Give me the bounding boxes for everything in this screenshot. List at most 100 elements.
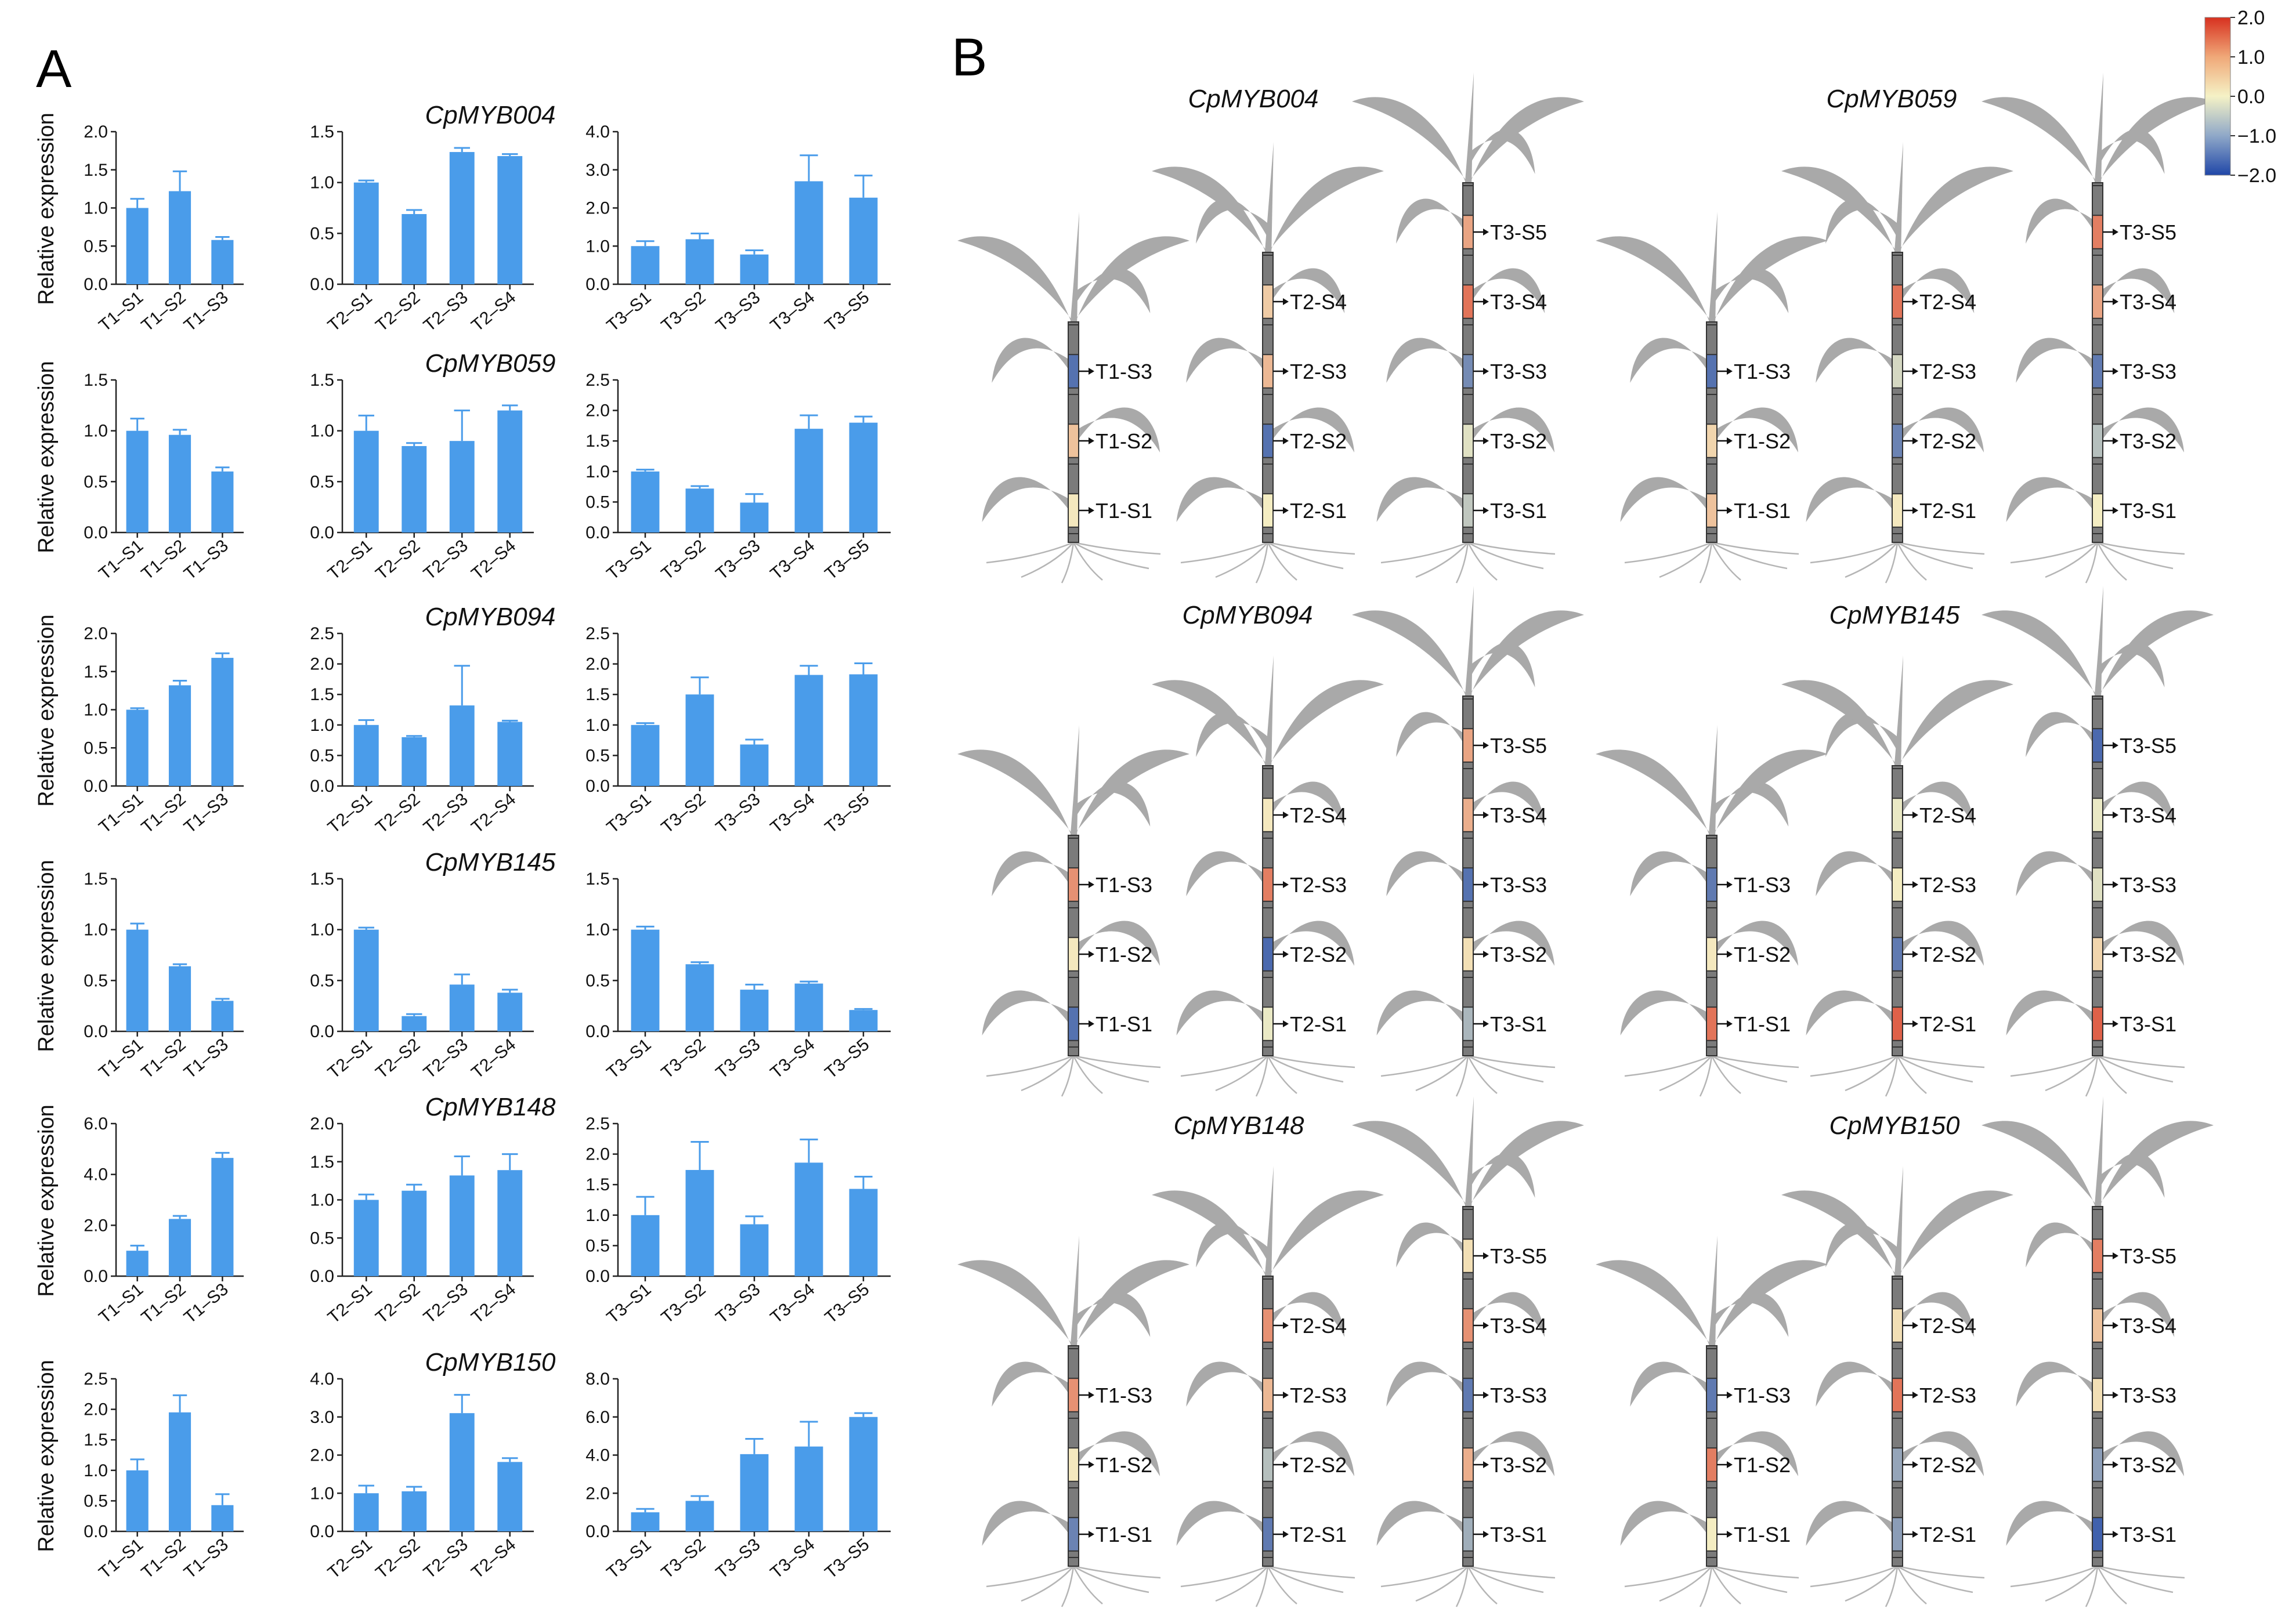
leaf: [1186, 338, 1268, 383]
y-tick-label: 0.5: [310, 971, 334, 990]
x-tick-label: T3–S3: [713, 1280, 764, 1327]
leaf: [1897, 680, 2013, 771]
plant-gene-title: CpMYB059: [1826, 85, 1957, 113]
bar: [631, 1512, 660, 1531]
root: [1215, 1055, 1268, 1092]
root: [1267, 1565, 1344, 1593]
y-tick-label: 0.0: [84, 1022, 108, 1041]
bar: [402, 737, 427, 786]
segment-t3-s5: [2092, 215, 2103, 249]
segment-t3-s2: [2092, 937, 2103, 972]
segment-t3-s4: [1462, 284, 1474, 319]
leaf: [992, 338, 1073, 383]
root: [1061, 542, 1075, 584]
arrow-head: [1283, 298, 1289, 305]
segment-t1-s2: [1068, 937, 1079, 972]
leaf: [1712, 236, 1828, 328]
x-tick-label: T1–S3: [180, 1280, 232, 1327]
segment-label: T1-S2: [1095, 1453, 1152, 1477]
y-tick-label: 0.0: [585, 1522, 610, 1541]
segment-t3-s1: [2092, 1517, 2103, 1552]
arrow-head: [1089, 1020, 1094, 1027]
y-tick-label: 1.0: [310, 1484, 334, 1503]
segment-t3-s3: [1462, 867, 1474, 902]
bar: [849, 422, 878, 532]
bar: [740, 1224, 769, 1276]
leaf: [1806, 990, 1897, 1035]
leaf: [957, 1260, 1073, 1352]
root: [986, 1565, 1074, 1588]
root: [1897, 541, 1973, 570]
segment-label: T3-S5: [2120, 1244, 2176, 1268]
bar: [126, 1470, 149, 1531]
segment-label: T2-S4: [1919, 1314, 1976, 1338]
gene-title: CpMYB094: [425, 603, 555, 631]
root: [1896, 542, 1927, 581]
segment-label: T3-S5: [1490, 1244, 1547, 1268]
leaf: [1894, 142, 1903, 258]
leaf: [1897, 921, 1984, 966]
leaf: [2098, 1121, 2214, 1212]
segment-label: T1-S2: [1734, 943, 1791, 966]
y-tick-label: 2.0: [310, 1114, 334, 1133]
arrow-head: [2113, 1531, 2118, 1538]
arrow-head: [1912, 368, 1918, 375]
leaf: [2098, 1153, 2165, 1198]
root: [1072, 542, 1103, 581]
plant-2: T2-S4 T2-S3 T2-S2 T2-S1: [1152, 655, 1384, 1097]
y-tick-label: 1.0: [585, 1206, 610, 1225]
root: [1267, 1565, 1355, 1579]
root: [1897, 541, 1985, 555]
arrow-head: [1283, 881, 1289, 888]
y-tick-label: 0.5: [84, 971, 108, 990]
bar-chart-4-3: 0.0 0.5 1.0 1.5 T3–S1 T3–S2 T3–S3 T3–S4 T3–S5: [585, 870, 891, 1082]
segment-t2-s3: [1892, 867, 1903, 902]
x-tick-label: T2–S2: [372, 536, 424, 584]
leaf: [1712, 749, 1828, 841]
bar: [631, 246, 660, 284]
bar: [353, 430, 379, 532]
arrow-head: [2113, 1020, 2118, 1027]
bar: [126, 208, 149, 284]
segment-t2-s2: [1892, 423, 1903, 458]
plant-gene-title: CpMYB145: [1829, 601, 1960, 629]
segment-label: T3-S3: [1490, 873, 1547, 897]
leaf: [1386, 338, 1468, 383]
segment-label: T2-S2: [1919, 1453, 1976, 1477]
y-tick-label: 0.0: [84, 1522, 108, 1541]
bar: [497, 156, 523, 284]
x-tick-label: T3–S4: [767, 789, 819, 837]
root: [1021, 1566, 1074, 1602]
leaf: [1352, 610, 1468, 702]
root: [1810, 541, 1898, 564]
leaf: [1596, 236, 1712, 328]
leaf: [2098, 642, 2165, 687]
arrow-head: [1283, 437, 1289, 444]
leaf: [1894, 655, 1903, 771]
segment-label: T3-S5: [1490, 220, 1547, 244]
y-tick-label: 0.5: [84, 472, 108, 491]
y-tick-label: 0.0: [84, 275, 108, 294]
leaf: [1596, 749, 1712, 841]
root: [1897, 1055, 1985, 1068]
root: [1072, 1055, 1103, 1094]
leaf: [1465, 73, 1474, 189]
segment-label: T3-S4: [1490, 290, 1547, 314]
arrow-head: [1283, 951, 1289, 958]
segment-t2-s2: [1262, 1447, 1274, 1482]
segment-label: T3-S4: [2120, 803, 2176, 827]
root: [2096, 1566, 2127, 1604]
y-tick-label: 1.0: [84, 1461, 108, 1480]
bar: [353, 182, 379, 284]
bar: [849, 1189, 878, 1276]
y-tick-label: 2.5: [585, 371, 610, 390]
plant-2: T2-S4 T2-S3 T2-S2 T2-S1: [1152, 1166, 1384, 1607]
leaf: [1396, 712, 1468, 757]
leaf: [1712, 1431, 1799, 1476]
plant-1: T1-S3 T1-S2 T1-S1: [957, 1236, 1189, 1607]
leaf: [2016, 1361, 2098, 1407]
root: [1699, 542, 1713, 584]
segment-label: T3-S2: [1490, 1453, 1547, 1477]
